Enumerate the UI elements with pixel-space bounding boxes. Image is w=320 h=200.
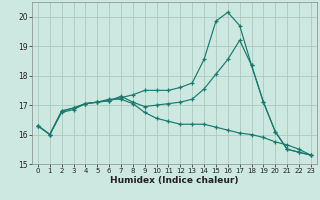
X-axis label: Humidex (Indice chaleur): Humidex (Indice chaleur) (110, 176, 239, 185)
